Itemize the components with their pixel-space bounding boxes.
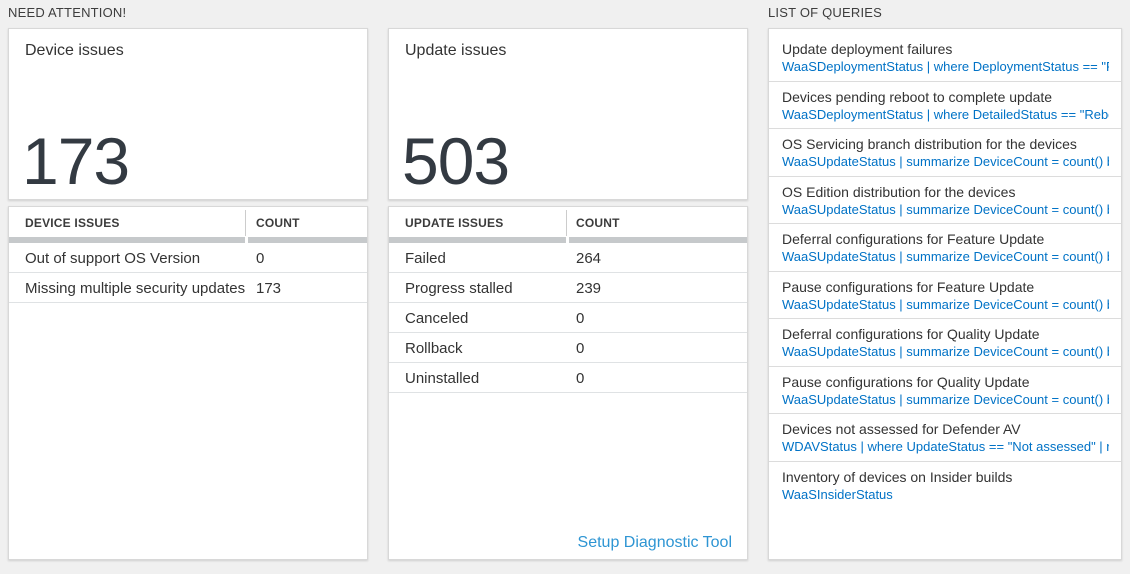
table-row[interactable]: Rollback 0 [389, 333, 747, 363]
row-value: 0 [256, 250, 265, 267]
device-issues-column-header: DEVICE ISSUES [25, 216, 120, 230]
update-issues-count: 503 [402, 124, 510, 198]
query-title: Update deployment failures [782, 41, 953, 57]
row-value: 0 [576, 370, 585, 387]
column-divider [566, 210, 567, 236]
table-header-bar [9, 237, 367, 243]
query-item[interactable]: Devices pending reboot to complete updat… [769, 82, 1121, 129]
need-attention-heading: NEED ATTENTION! [8, 5, 127, 20]
query-title: OS Servicing branch distribution for the… [782, 136, 1077, 152]
row-value: 239 [576, 280, 602, 297]
table-row[interactable]: Canceled 0 [389, 303, 747, 333]
table-row[interactable]: Progress stalled 239 [389, 273, 747, 303]
query-item[interactable]: Update deployment failures WaaSDeploymen… [769, 34, 1121, 82]
row-label: Progress stalled [405, 280, 513, 297]
count-column-header: COUNT [256, 216, 300, 230]
query-title: Deferral configurations for Feature Upda… [782, 231, 1045, 247]
queries-panel: Update deployment failures WaaSDeploymen… [768, 28, 1122, 560]
query-item[interactable]: Devices not assessed for Defender AV WDA… [769, 414, 1121, 462]
device-issues-count: 173 [22, 124, 130, 198]
query-title: Pause configurations for Quality Update [782, 373, 1030, 390]
query-title: Deferral configurations for Quality Upda… [782, 326, 1040, 342]
update-issues-title: Update issues [405, 42, 507, 59]
device-issues-tile[interactable]: Device issues 173 [8, 28, 368, 200]
count-column-header: COUNT [576, 216, 620, 230]
query-text[interactable]: WDAVStatus | where UpdateStatus == "Not … [782, 439, 1109, 454]
row-label: Failed [405, 250, 446, 267]
device-issues-table: DEVICE ISSUES COUNT Out of support OS Ve… [8, 206, 368, 560]
query-text[interactable]: WaaSUpdateStatus | summarize DeviceCount… [782, 154, 1109, 169]
table-header-bar-gap [566, 237, 569, 243]
query-text[interactable]: WaaSUpdateStatus | summarize DeviceCount… [782, 391, 1109, 407]
query-item[interactable]: Deferral configurations for Feature Upda… [769, 224, 1121, 272]
row-value: 173 [256, 280, 282, 297]
column-divider [245, 210, 246, 236]
table-header-bar-gap [245, 237, 248, 243]
query-text[interactable]: WaaSDeploymentStatus | where DeploymentS… [782, 59, 1109, 74]
query-text[interactable]: WaaSUpdateStatus | summarize DeviceCount… [782, 296, 1109, 312]
query-item[interactable]: OS Servicing branch distribution for the… [769, 129, 1121, 177]
query-text[interactable]: WaaSUpdateStatus | summarize DeviceCount… [782, 249, 1109, 264]
query-item[interactable]: Deferral configurations for Quality Upda… [769, 319, 1121, 367]
query-text[interactable]: WaaSUpdateStatus | summarize DeviceCount… [782, 201, 1109, 217]
row-label: Out of support OS Version [25, 250, 201, 267]
row-value: 0 [576, 340, 585, 357]
table-row[interactable]: Out of support OS Version 0 [9, 243, 367, 273]
query-title: Devices pending reboot to complete updat… [782, 88, 1053, 105]
row-label: Missing multiple security updates [25, 280, 246, 297]
device-table-header: DEVICE ISSUES COUNT [9, 207, 367, 237]
update-issues-tile[interactable]: Update issues 503 [388, 28, 748, 200]
query-text[interactable]: WaaSDeploymentStatus | where DetailedSta… [782, 106, 1109, 122]
query-item[interactable]: OS Edition distribution for the devices … [769, 177, 1121, 224]
row-label: Rollback [405, 340, 463, 357]
query-title: Inventory of devices on Insider builds [782, 468, 1013, 485]
update-issues-column-header: UPDATE ISSUES [405, 216, 504, 230]
setup-diagnostic-tool-link[interactable]: Setup Diagnostic Tool [577, 534, 732, 551]
query-title: Pause configurations for Feature Update [782, 278, 1035, 295]
table-row[interactable]: Failed 264 [389, 243, 747, 273]
row-label: Uninstalled [405, 370, 480, 387]
row-value: 264 [576, 250, 602, 267]
table-header-bar [389, 237, 747, 243]
table-row[interactable]: Uninstalled 0 [389, 363, 747, 393]
update-issues-table: UPDATE ISSUES COUNT Failed 264 Progress … [388, 206, 748, 560]
table-row[interactable]: Missing multiple security updates 173 [9, 273, 367, 303]
list-of-queries-heading: LIST OF QUERIES [768, 5, 883, 20]
update-table-header: UPDATE ISSUES COUNT [389, 207, 747, 237]
row-value: 0 [576, 310, 585, 327]
query-item[interactable]: Inventory of devices on Insider builds W… [769, 462, 1121, 510]
device-issues-title: Device issues [25, 42, 124, 59]
query-text[interactable]: WaaSInsiderStatus [782, 486, 893, 502]
row-label: Canceled [405, 310, 469, 327]
query-item[interactable]: Pause configurations for Quality Update … [769, 367, 1121, 414]
query-item[interactable]: Pause configurations for Feature Update … [769, 272, 1121, 319]
query-text[interactable]: WaaSUpdateStatus | summarize DeviceCount… [782, 344, 1109, 359]
query-title: Devices not assessed for Defender AV [782, 421, 1021, 437]
query-title: OS Edition distribution for the devices [782, 183, 1016, 200]
